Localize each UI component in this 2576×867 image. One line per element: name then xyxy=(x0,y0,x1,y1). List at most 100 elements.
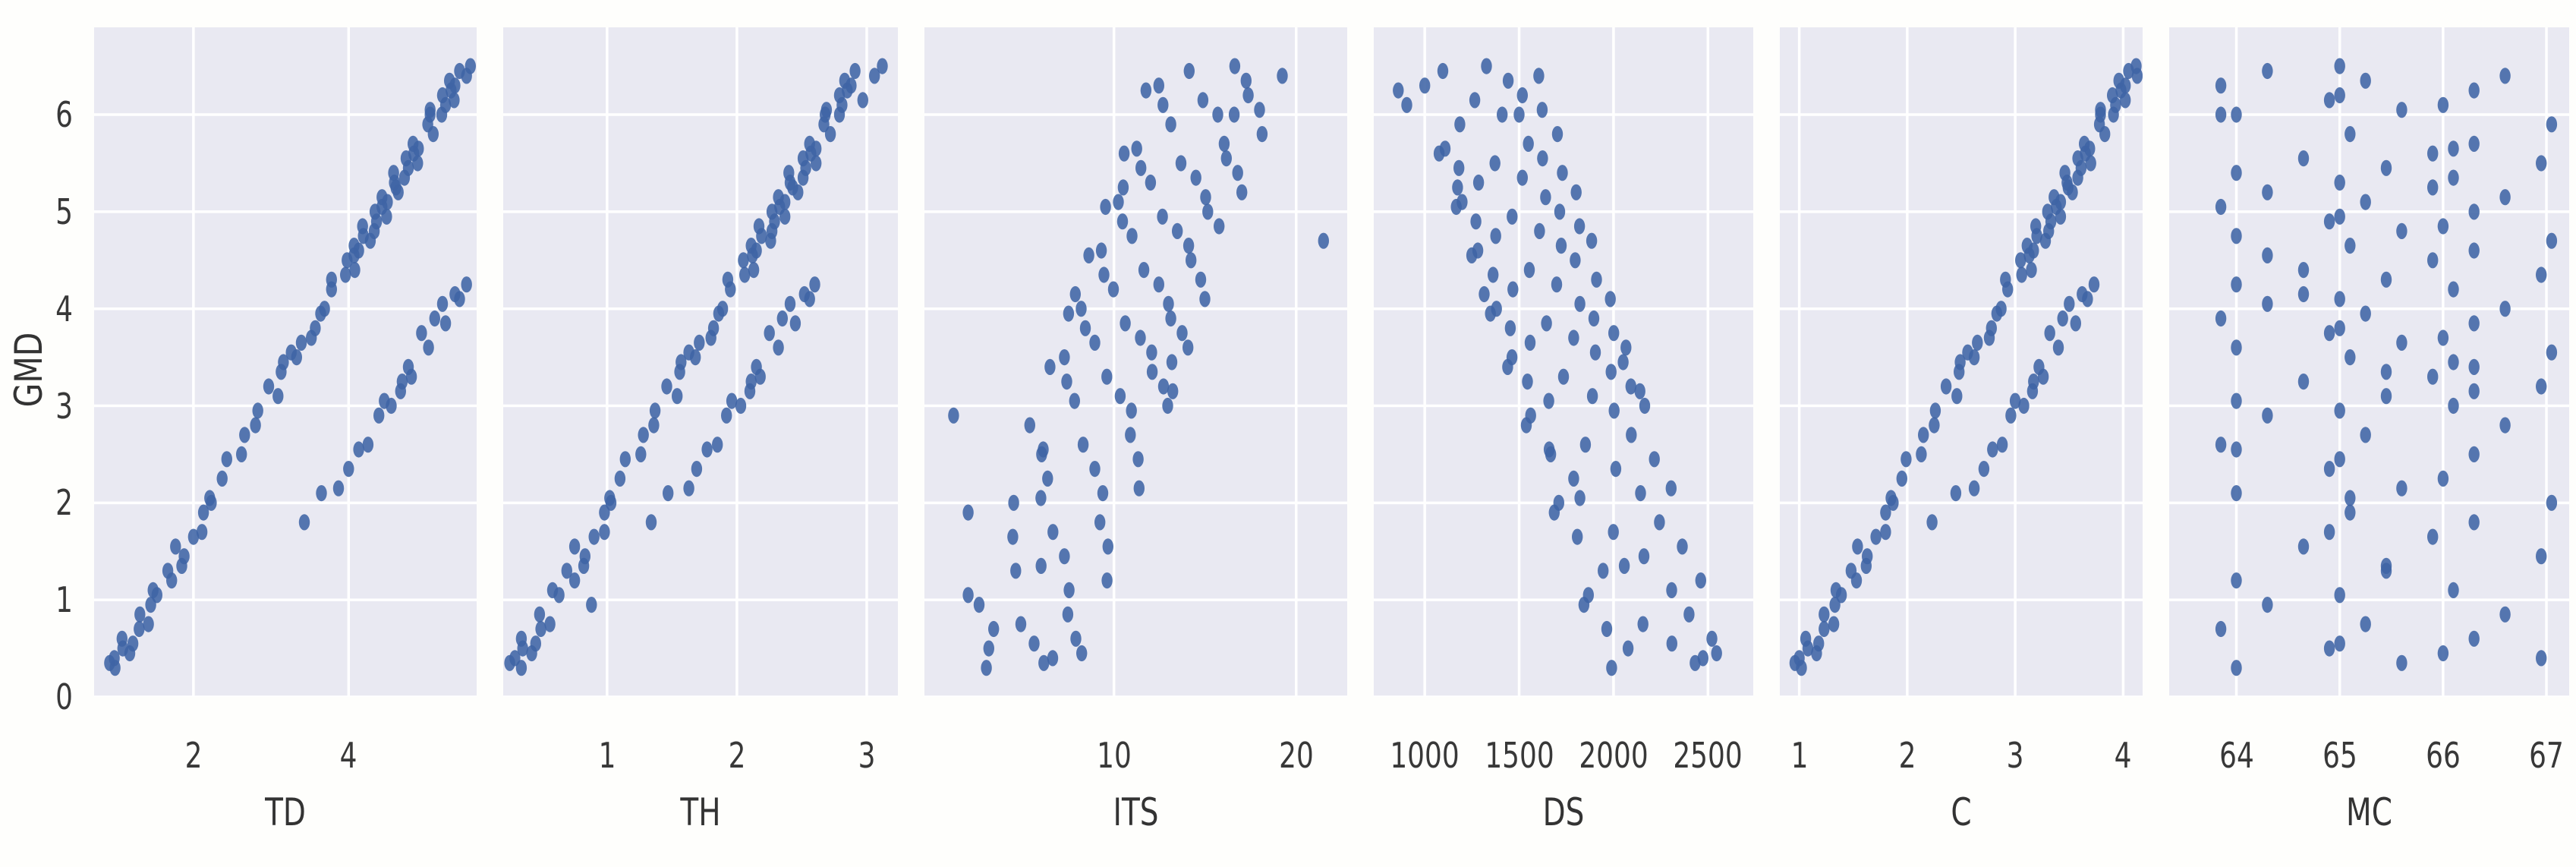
data-point xyxy=(2437,96,2449,113)
data-point xyxy=(2334,174,2345,191)
data-point xyxy=(1618,557,1630,575)
data-point xyxy=(109,650,120,667)
data-point xyxy=(2297,538,2310,555)
data-point xyxy=(1254,102,1265,118)
data-point xyxy=(1586,388,1598,405)
data-point xyxy=(1095,242,1107,259)
data-point xyxy=(2113,72,2124,89)
data-point xyxy=(116,630,128,647)
data-point xyxy=(278,354,289,370)
data-point xyxy=(1537,150,1548,167)
data-point xyxy=(298,514,310,531)
data-point xyxy=(1497,106,1508,123)
data-point xyxy=(2448,397,2459,415)
data-point xyxy=(1608,402,1620,419)
data-point xyxy=(221,451,232,468)
x-tick-label: 2000 xyxy=(1579,735,1649,776)
data-point xyxy=(1507,208,1518,225)
data-point xyxy=(738,252,749,269)
y-tick-label: 1 xyxy=(55,579,73,621)
data-point xyxy=(1793,650,1805,667)
data-point xyxy=(515,630,527,647)
data-point xyxy=(1101,368,1113,385)
data-point xyxy=(1523,262,1535,279)
y-tick-label: 5 xyxy=(55,191,73,232)
data-point xyxy=(1061,374,1072,390)
data-point xyxy=(1534,222,1545,239)
data-point xyxy=(252,402,263,419)
data-point xyxy=(1038,654,1050,671)
data-point xyxy=(988,620,1000,638)
data-point xyxy=(2380,388,2392,405)
data-point xyxy=(1554,203,1566,220)
data-point xyxy=(263,378,275,395)
data-point xyxy=(661,378,672,395)
data-point xyxy=(820,106,831,123)
data-point xyxy=(316,485,327,502)
data-point xyxy=(546,582,559,599)
data-point xyxy=(2499,68,2511,84)
data-point xyxy=(948,407,959,424)
data-point xyxy=(295,334,307,351)
data-point xyxy=(2049,189,2060,206)
data-point xyxy=(804,135,815,152)
data-point xyxy=(1706,630,1718,647)
x-tick-label: 2 xyxy=(728,735,746,776)
data-point xyxy=(1157,96,1169,113)
x-tick-label: 2500 xyxy=(1673,735,1743,776)
data-point xyxy=(2448,140,2459,157)
data-point xyxy=(1472,242,1484,259)
data-point xyxy=(530,635,541,652)
data-point xyxy=(849,62,861,80)
data-point xyxy=(1813,635,1825,652)
data-point xyxy=(1553,494,1564,511)
data-point xyxy=(461,276,472,293)
data-point xyxy=(1175,155,1187,172)
data-point xyxy=(638,427,649,443)
data-point xyxy=(134,606,146,623)
data-point xyxy=(2231,228,2242,244)
data-point xyxy=(1574,490,1586,506)
data-point xyxy=(2427,368,2439,385)
data-point xyxy=(2070,315,2081,332)
scatter-panel-c: 1 2 3 4 C xyxy=(1780,27,2143,867)
x-tick-label: 65 xyxy=(2322,735,2357,776)
data-point xyxy=(1015,616,1027,632)
data-point xyxy=(1401,96,1412,113)
data-point xyxy=(2044,325,2055,342)
data-point xyxy=(1083,247,1094,263)
data-point xyxy=(127,635,139,652)
data-point xyxy=(2262,184,2273,200)
data-point xyxy=(1131,140,1142,157)
data-point xyxy=(983,640,994,657)
data-point xyxy=(1167,383,1179,399)
data-point xyxy=(561,563,572,579)
x-tick-label: 64 xyxy=(2219,735,2254,776)
data-point xyxy=(1140,82,1152,99)
scatter-panel-ds: 1000 1500 2000 2500 DS xyxy=(1374,27,1753,867)
data-point xyxy=(619,451,631,468)
data-point xyxy=(2396,334,2408,351)
data-point xyxy=(1077,437,1089,453)
data-point xyxy=(332,480,345,497)
data-point xyxy=(1439,140,1451,157)
data-point xyxy=(1940,378,1952,395)
data-point xyxy=(1047,524,1059,541)
data-point xyxy=(748,262,760,279)
data-point xyxy=(1157,378,1170,395)
data-point xyxy=(2215,310,2227,327)
data-point xyxy=(2427,252,2439,269)
data-point xyxy=(402,358,414,375)
panel-background xyxy=(924,27,1347,697)
data-point xyxy=(1570,252,1581,269)
data-point xyxy=(1453,159,1465,176)
data-point xyxy=(1634,383,1645,399)
data-point xyxy=(2262,407,2273,424)
data-point xyxy=(1172,222,1183,239)
data-point xyxy=(1135,329,1146,346)
data-point xyxy=(1212,106,1223,123)
data-point xyxy=(1452,179,1463,196)
data-point xyxy=(2427,145,2439,162)
data-point xyxy=(1637,616,1649,632)
x-tick-label: 1500 xyxy=(1484,735,1554,776)
